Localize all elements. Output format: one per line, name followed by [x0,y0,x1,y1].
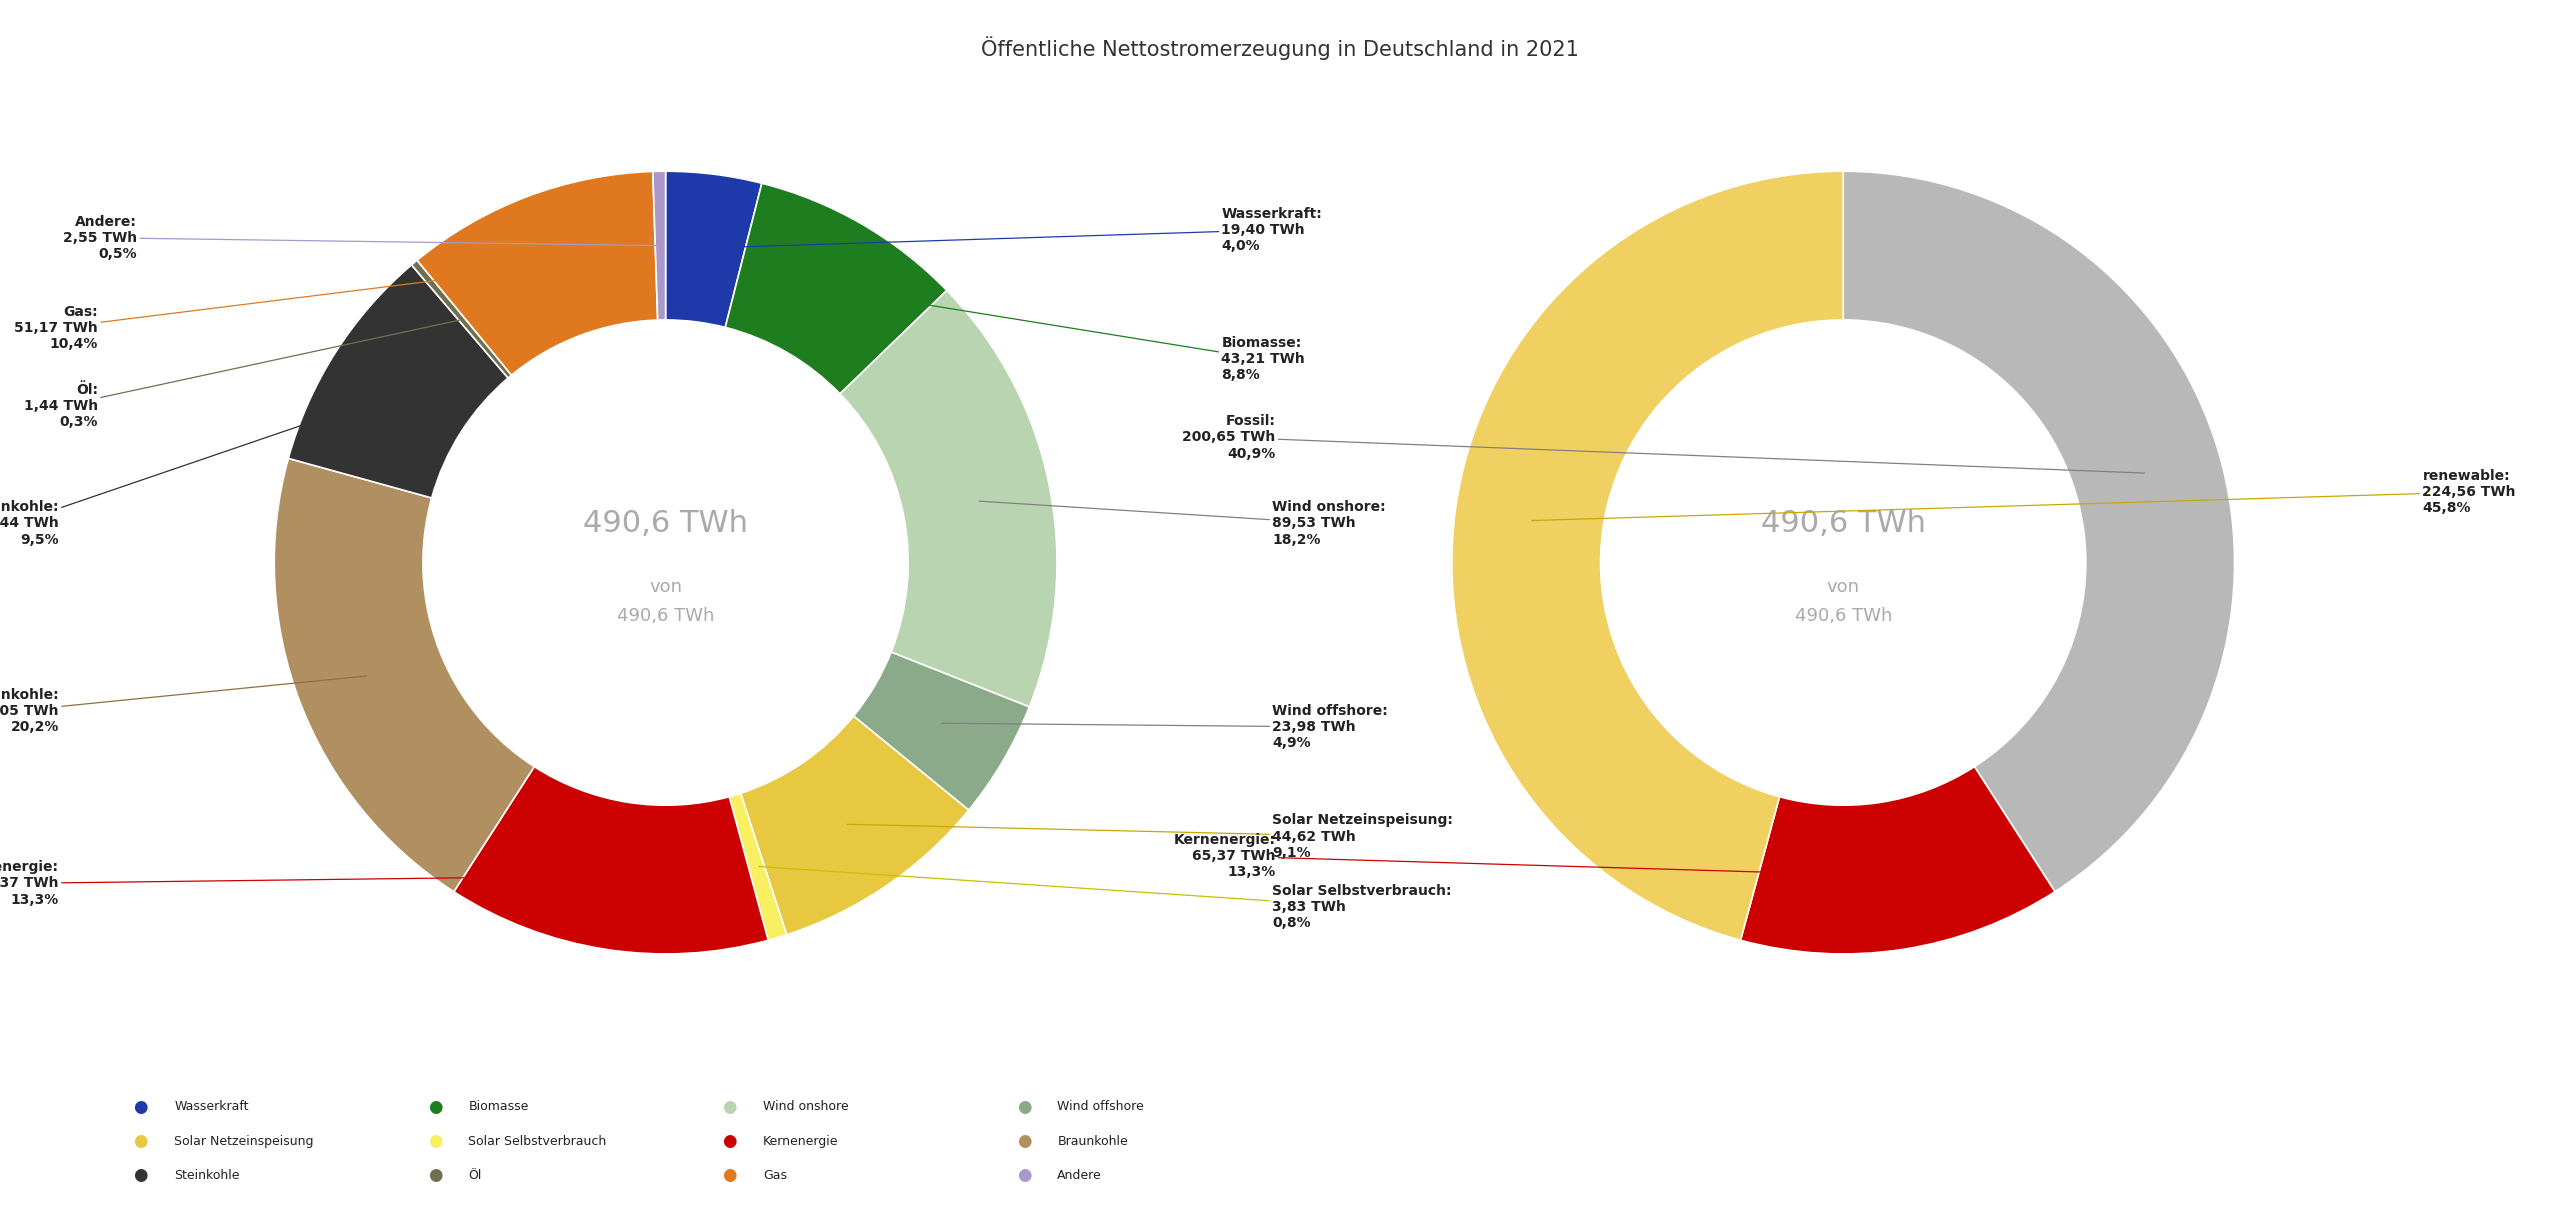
Text: ●: ● [1016,1167,1032,1184]
Text: Solar Netzeinspeisung:
44,62 TWh
9,1%: Solar Netzeinspeisung: 44,62 TWh 9,1% [847,813,1454,860]
Text: Braunkohle: Braunkohle [1057,1135,1129,1147]
Text: ●: ● [1016,1132,1032,1150]
Wedge shape [740,715,968,934]
Text: Wasserkraft: Wasserkraft [174,1101,248,1113]
Wedge shape [653,171,666,320]
Text: Kernenergie:
65,37 TWh
13,3%: Kernenergie: 65,37 TWh 13,3% [1172,833,1889,879]
Wedge shape [1741,767,2056,954]
Text: Öffentliche Nettostromerzeugung in Deutschland in 2021: Öffentliche Nettostromerzeugung in Deuts… [980,37,1580,60]
Text: ●: ● [1016,1098,1032,1115]
Text: Gas:
51,17 TWh
10,4%: Gas: 51,17 TWh 10,4% [15,267,550,351]
Text: von
490,6 TWh: von 490,6 TWh [1795,578,1892,625]
Wedge shape [453,767,768,954]
Text: Biomasse:
43,21 TWh
8,8%: Biomasse: 43,21 TWh 8,8% [827,289,1306,383]
Text: ●: ● [428,1098,443,1115]
Text: Solar Selbstverbrauch: Solar Selbstverbrauch [468,1135,607,1147]
Wedge shape [730,794,786,940]
Wedge shape [1452,171,1843,940]
Text: Solar Selbstverbrauch:
3,83 TWh
0,8%: Solar Selbstverbrauch: 3,83 TWh 0,8% [758,867,1452,931]
Wedge shape [840,290,1057,707]
Text: ●: ● [428,1132,443,1150]
Text: ●: ● [428,1167,443,1184]
Text: von
490,6 TWh: von 490,6 TWh [617,578,714,625]
Text: Solar Netzeinspeisung: Solar Netzeinspeisung [174,1135,312,1147]
Text: Wind offshore: Wind offshore [1057,1101,1144,1113]
Text: Fossil:
200,65 TWh
40,9%: Fossil: 200,65 TWh 40,9% [1183,415,2145,473]
Text: ●: ● [722,1098,737,1115]
Text: ●: ● [722,1167,737,1184]
Wedge shape [274,459,535,892]
Text: Andere:
2,55 TWh
0,5%: Andere: 2,55 TWh 0,5% [64,214,658,260]
Text: Gas: Gas [763,1169,786,1181]
Text: 490,6 TWh: 490,6 TWh [584,509,748,538]
Text: ●: ● [722,1132,737,1150]
Text: ●: ● [133,1098,148,1115]
Text: Wind onshore:
89,53 TWh
18,2%: Wind onshore: 89,53 TWh 18,2% [980,500,1385,547]
Text: Braunkohle:
99,05 TWh
20,2%: Braunkohle: 99,05 TWh 20,2% [0,676,366,735]
Text: renewable:
224,56 TWh
45,8%: renewable: 224,56 TWh 45,8% [1531,468,2516,521]
Text: Wind offshore:
23,98 TWh
4,9%: Wind offshore: 23,98 TWh 4,9% [942,703,1388,750]
Wedge shape [666,171,763,328]
Wedge shape [1843,171,2235,892]
Wedge shape [852,652,1029,810]
Text: Wind onshore: Wind onshore [763,1101,847,1113]
Text: Biomasse: Biomasse [468,1101,530,1113]
Text: Andere: Andere [1057,1169,1101,1181]
Text: ●: ● [133,1167,148,1184]
Text: Kernenergie: Kernenergie [763,1135,837,1147]
Text: Steinkohle:
46,44 TWh
9,5%: Steinkohle: 46,44 TWh 9,5% [0,394,397,547]
Text: Öl: Öl [468,1169,481,1181]
Text: ●: ● [133,1132,148,1150]
Wedge shape [724,183,947,394]
Wedge shape [289,265,507,498]
Wedge shape [417,171,658,375]
Text: 490,6 TWh: 490,6 TWh [1761,509,1925,538]
Text: Steinkohle: Steinkohle [174,1169,241,1181]
Text: Wasserkraft:
19,40 TWh
4,0%: Wasserkraft: 19,40 TWh 4,0% [707,207,1321,253]
Text: Öl:
1,44 TWh
0,3%: Öl: 1,44 TWh 0,3% [23,320,458,429]
Text: Kernenergie:
65,37 TWh
13,3%: Kernenergie: 65,37 TWh 13,3% [0,860,614,906]
Wedge shape [412,260,512,378]
